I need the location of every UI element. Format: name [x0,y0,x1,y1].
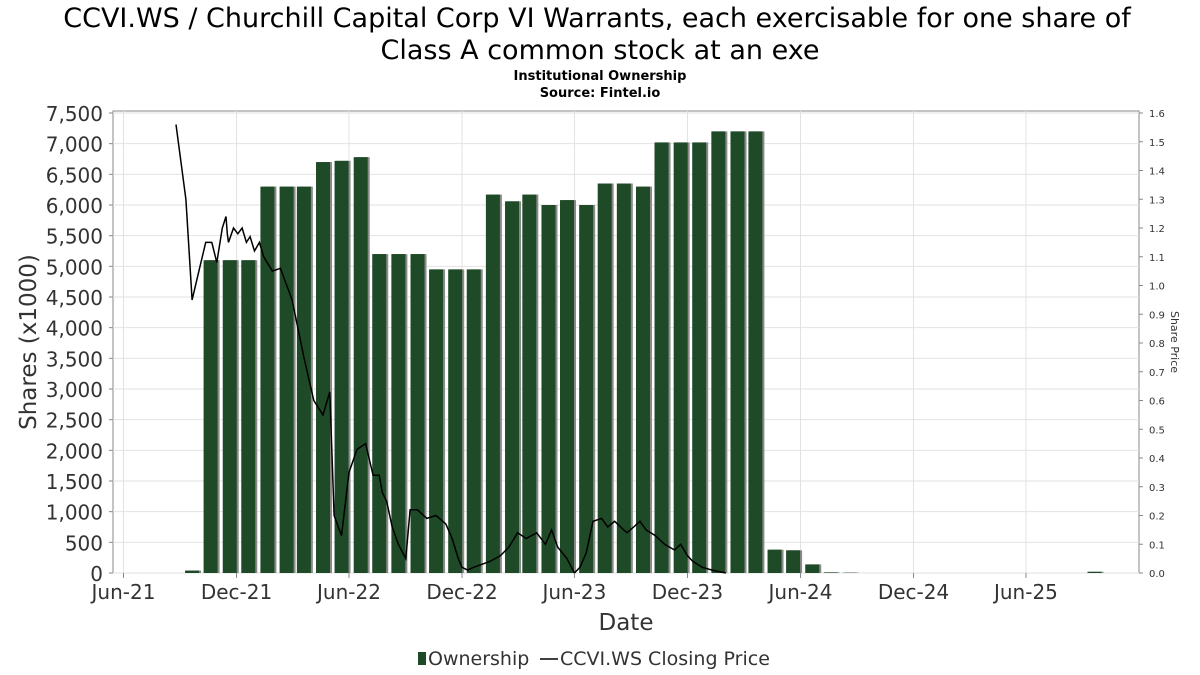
y-tick-label: 3,500 [46,347,103,371]
y2-tick-label: 1.0 [1149,282,1165,293]
ownership-bar [391,254,406,574]
y2-tick-label: 0.1 [1149,540,1165,551]
chart-subtitle: Institutional Ownership [514,69,687,84]
ownership-bar [410,254,425,574]
y2-tick-label: 0.8 [1149,339,1165,350]
y-tick-label: 5,500 [46,225,103,249]
ownership-bar [786,550,801,573]
y-tick-label: 3,000 [46,378,103,402]
y-tick-label: 0 [90,562,103,586]
y2-tick-label: 0.6 [1149,397,1165,408]
x-tick-label: Dec-21 [201,580,272,604]
ownership-bar [522,194,537,573]
ownership-bar [730,131,745,573]
ownership-bar [222,260,237,573]
legend: Ownership CCVI.WS Closing Price [418,648,770,670]
ownership-bar [260,186,275,573]
y-tick-label: 5,000 [46,255,103,279]
y-tick-label: 6,000 [46,194,103,218]
y-axis-ticks: 0 500 1,000 1,500 2,000 2,500 3,000 3,500 4,000 4… [46,102,113,586]
price-line [175,124,726,575]
legend-price-label: CCVI.WS Closing Price [560,648,770,670]
y-tick-label: 7,000 [46,133,103,157]
x-tick-label: Jun-23 [540,580,606,604]
chart-title-line1: CCVI.WS / Churchill Capital Corp VI Warr… [63,3,1132,34]
y-tick-label: 4,500 [46,286,103,310]
x-tick-label: Jun-25 [992,580,1058,604]
x-tick-label: Dec-22 [426,580,497,604]
y2-tick-label: 0.4 [1149,454,1165,465]
ownership-bar [448,269,463,573]
ownership-bar [429,269,444,573]
ownership-bar [635,186,650,573]
ownership-bar [203,260,218,573]
y2-tick-label: 1.1 [1149,253,1165,264]
ownership-bar [466,269,481,573]
ownership-bar [1087,571,1102,573]
ownership-bar [296,186,311,573]
y2-tick-label: 0.2 [1149,512,1165,523]
x-tick-label: Dec-23 [652,580,723,604]
chart-source: Source: Fintel.io [540,86,661,101]
x-axis-label: Date [599,610,654,636]
ownership-bar [597,183,612,574]
ownership-bars [185,131,1104,574]
price-series-line [175,124,726,575]
y2-axis-ticks: 0.0 0.1 0.2 0.3 0.4 0.5 0.6 0.7 0.8 0.9 1.0 1.1 1.2 1… [1139,109,1165,580]
ownership-bar [692,142,707,573]
y2-tick-label: 1.6 [1149,109,1165,120]
y-tick-label: 7,500 [46,102,103,126]
y-tick-label: 1,000 [46,501,103,525]
chart-title-line2: Class A common stock at an exe [381,35,820,66]
ownership-bar [654,142,669,573]
y-tick-label: 1,500 [46,470,103,494]
y2-tick-label: 0.7 [1149,368,1165,379]
ownership-bar [711,131,726,573]
ownership-bar [241,260,256,573]
x-tick-label: Jun-21 [90,580,156,604]
ownership-bar [541,205,556,573]
y2-tick-label: 1.3 [1149,195,1165,206]
y2-tick-label: 1.2 [1149,224,1165,235]
y-tick-label: 2,500 [46,409,103,433]
legend-ownership-label: Ownership [428,648,529,670]
ownership-bar [805,564,820,573]
ownership-bar [485,194,500,573]
ownership-bar [353,157,368,573]
y2-tick-label: 1.5 [1149,138,1165,149]
legend-ownership-swatch [418,652,426,665]
ownership-bar [372,254,387,574]
ownership-bar [185,570,200,573]
x-tick-label: Jun-22 [315,580,381,604]
ownership-bar [579,205,594,573]
y-tick-label: 500 [65,531,103,555]
x-tick-label: Dec-24 [878,580,949,604]
y-axis-label: Shares (x1000) [16,254,42,430]
ownership-bar [279,186,294,573]
ownership-bar [505,201,520,573]
y2-tick-label: 0.0 [1149,569,1165,580]
ownership-bar [560,200,575,574]
y2-tick-label: 0.9 [1149,310,1165,321]
y-tick-label: 6,500 [46,163,103,187]
ownership-bar [616,183,631,574]
y2-tick-label: 1.4 [1149,167,1165,178]
y-tick-label: 4,000 [46,317,103,341]
y-tick-label: 2,000 [46,439,103,463]
x-axis-ticks: Jun-21 Dec-21 Jun-22 Dec-22 Jun-23 Dec-23 Jun-… [90,573,1058,604]
y2-tick-label: 0.3 [1149,483,1165,494]
ownership-bar [748,131,763,573]
ownership-bar [316,162,331,574]
y2-axis-label: Share Price [1168,311,1181,373]
y2-tick-label: 0.5 [1149,425,1165,436]
ownership-bar [823,572,838,573]
x-tick-label: Jun-24 [767,580,833,604]
ownership-bar [673,142,688,573]
ownership-bar [767,549,782,573]
ownership-bar [334,160,349,573]
